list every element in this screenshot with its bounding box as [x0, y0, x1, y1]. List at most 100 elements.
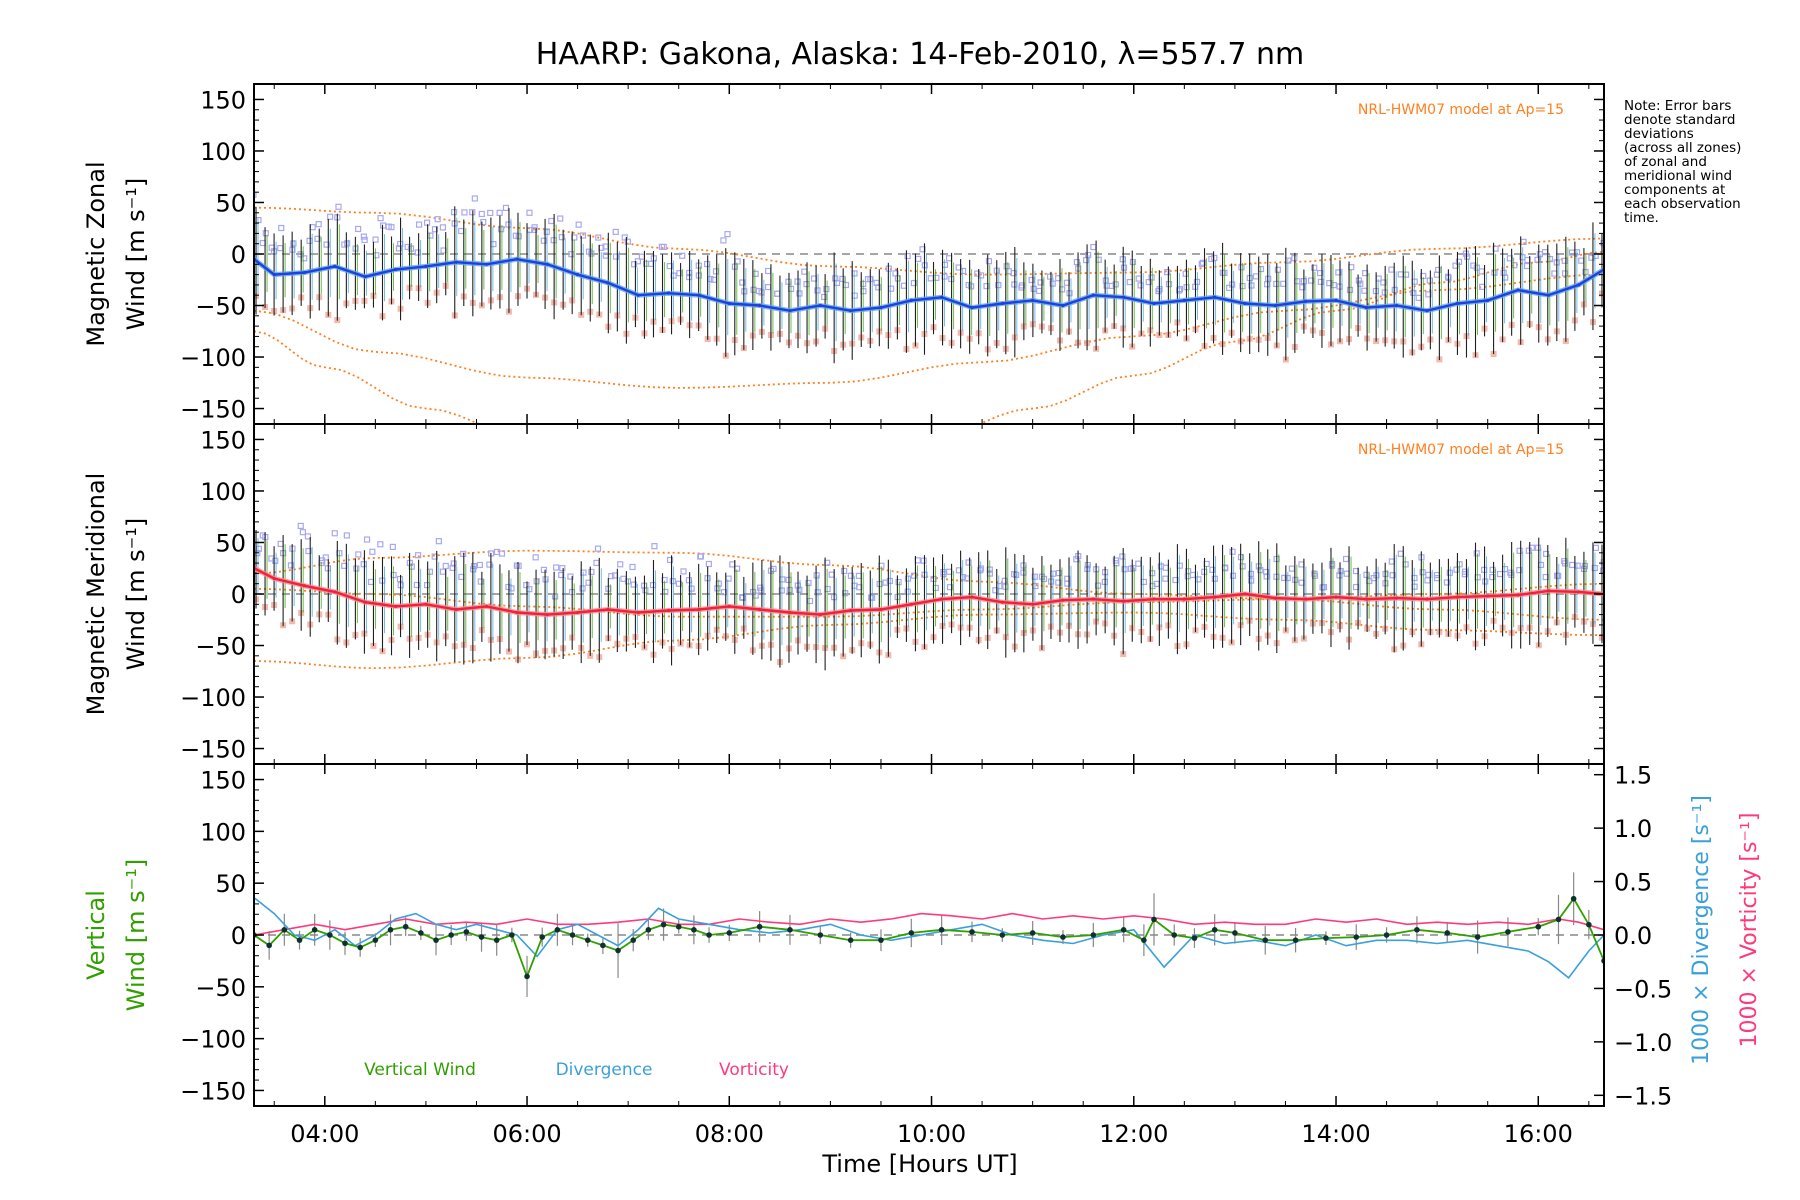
meridional-scatter-point: [1337, 567, 1344, 575]
zonal-scatter-point: [548, 217, 555, 225]
zonal-series-point: [758, 303, 762, 308]
zonal-series-point: [1000, 301, 1004, 306]
meridional-scatter-point: [697, 553, 705, 560]
zonal-scatter-point: [355, 225, 362, 233]
zonal-scatter-point: [1164, 268, 1171, 276]
zonal-scatter-point: [277, 244, 284, 252]
zonal-scatter-point: [1005, 268, 1012, 275]
zonal-scatter-point: [1335, 269, 1342, 276]
meridional-scatter-point: [1534, 544, 1542, 551]
zonal-scatter-point: [372, 236, 379, 243]
y-tick-label: 150: [200, 426, 246, 454]
zonal-scatter-point: [377, 215, 384, 222]
meridional-series-point: [1000, 600, 1004, 604]
zonal-scatter-point: [1010, 270, 1017, 277]
meridional-series-point: [1152, 597, 1156, 601]
zonal-scatter-point: [724, 231, 731, 238]
meridional-series-point: [1425, 597, 1429, 601]
vertical-wind-point: [1060, 934, 1066, 940]
meridional-scatter-point: [1119, 553, 1126, 560]
zonal-scatter-point: [487, 209, 494, 217]
vertical-wind-point: [524, 973, 530, 980]
vertical-y-axis-label-1: Vertical: [82, 890, 110, 980]
zonal-series-point: [1304, 299, 1308, 303]
meridional-scatter-point: [1328, 562, 1336, 569]
meridional-series-point: [1516, 593, 1520, 597]
vertical-wind-point: [1586, 921, 1592, 928]
zonal-scatter-point: [1410, 289, 1417, 297]
zonal-scatter-point: [278, 224, 285, 232]
zonal-scatter-point: [1028, 276, 1035, 284]
zonal-scatter-point: [796, 290, 803, 297]
zonal-series-point: [1182, 298, 1186, 302]
meridional-scatter-point: [305, 547, 312, 555]
note-line: of zonal and: [1624, 154, 1707, 170]
vertical-wind-point: [387, 927, 394, 933]
y-tick-label: 0: [231, 922, 246, 950]
meridional-series-point: [727, 604, 731, 608]
vertical-wind-point: [509, 932, 515, 938]
zonal-series-point: [1091, 293, 1095, 297]
divergence-line: [254, 896, 1604, 979]
meridional-series-point: [393, 604, 398, 608]
vertical-wind-point: [402, 923, 409, 930]
zonal-scatter-point: [1252, 273, 1260, 280]
meridional-scatter-point: [886, 577, 893, 585]
zonal-scatter-point: [750, 286, 757, 293]
zonal-scatter-point: [1037, 279, 1044, 286]
meridional-y-axis-label-2: Wind [m s⁻¹]: [122, 518, 150, 670]
note-line: components at: [1624, 182, 1725, 198]
zonal-series-point: [272, 273, 276, 277]
meridional-scatter-point: [841, 567, 848, 575]
zonal-scatter-point: [842, 281, 850, 289]
zonal-scatter-point: [595, 234, 602, 241]
zonal-scatter-point: [752, 270, 759, 277]
y-tick-label: −50: [195, 974, 246, 1002]
vertical-wind-point: [539, 934, 546, 940]
meridional-scatter-point: [460, 550, 467, 557]
note-line: denote standard: [1624, 112, 1735, 128]
vertical-wind-point: [433, 937, 439, 943]
vertical-wind-point: [969, 929, 975, 935]
vertical-wind-point: [418, 930, 424, 936]
meridional-scatter-point: [630, 581, 637, 588]
right-axis-tick-label: 1.0: [1614, 815, 1652, 843]
zonal-scatter-point: [801, 268, 808, 275]
zonal-scatter-point: [1425, 291, 1432, 298]
x-tick-label: 10:00: [897, 1120, 966, 1148]
meridional-scatter-point: [559, 565, 566, 572]
vertical-wind-point: [342, 940, 348, 947]
zonal-scatter-point: [557, 215, 564, 222]
zonal-scatter-point: [1534, 256, 1541, 263]
vertical-wind-point: [600, 942, 606, 949]
zonal-scatter-point: [461, 209, 468, 216]
meridional-scatter-point: [1055, 569, 1062, 577]
note-line: meridional wind: [1624, 168, 1732, 184]
zonal-scatter-point: [1102, 277, 1109, 284]
zonal-scatter-point: [1561, 270, 1569, 277]
y-tick-label: −150: [180, 1077, 246, 1105]
meridional-scatter-point: [1162, 575, 1169, 582]
zonal-scatter-point: [612, 253, 620, 260]
zonal-scatter-point: [314, 235, 321, 242]
vertical-wind-point: [1141, 937, 1147, 943]
zonal-scatter-point: [814, 287, 821, 294]
zonal-scatter-point: [344, 240, 351, 247]
zonal-y-axis-label-1: Magnetic Zonal: [82, 161, 110, 346]
meridional-scatter-point: [1424, 577, 1431, 584]
zonal-scatter-point: [431, 226, 439, 233]
y-tick-label: −50: [195, 633, 246, 661]
panel-vertical: Vertical Wind Divergence Vorticity −1.5 −1.0…: [82, 762, 1762, 1111]
meridional-scatter-point: [1195, 576, 1202, 583]
zonal-series-point: [1213, 295, 1217, 299]
meridional-scatter-point: [847, 572, 854, 579]
zonal-scatter-point: [1523, 262, 1531, 270]
zonal-scatter-point: [1388, 266, 1395, 273]
zonal-series-point: [1364, 305, 1368, 310]
zonal-scatter-point: [904, 252, 911, 260]
zonal-scatter-point: [309, 224, 316, 231]
zonal-scatter-point: [974, 270, 981, 277]
zonal-scatter-point: [1135, 275, 1142, 282]
meridional-scatter-point: [493, 548, 501, 556]
